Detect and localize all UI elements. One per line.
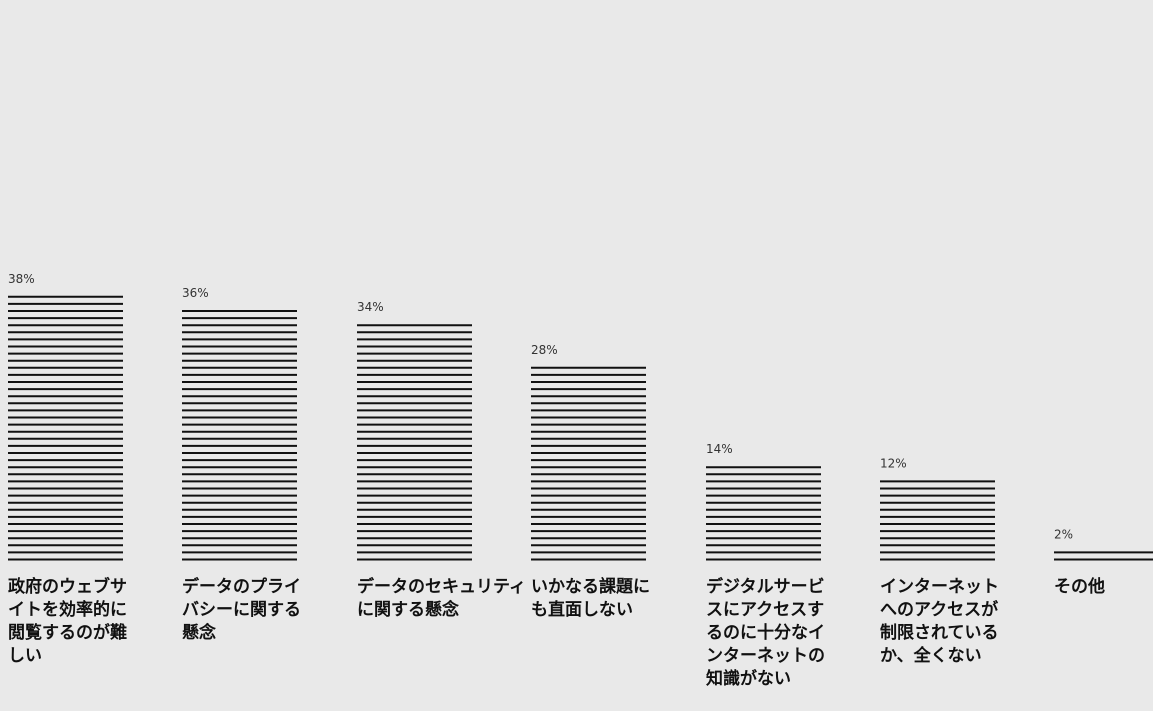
bar [706,466,821,561]
value-label: 2% [1054,527,1073,541]
value-labels-group: 38% 36% 34% 28% 14% 12% 2% [8,272,1073,542]
value-label: 28% [531,343,558,357]
category-label: デジタルサービスにアクセスするのに十分なインターネットの知識がない [706,577,825,689]
category-label: データのセキュリティに関する懸念 [357,577,526,620]
category-label: その他 [1054,577,1105,597]
category-label: いかなる課題にも直面しない [531,577,650,620]
value-label: 36% [182,286,209,300]
bar [8,295,123,561]
bar [531,366,646,561]
bar [1054,551,1153,561]
category-label: 政府のウェブサイトを効率的に閲覧するのが難しい [8,577,127,666]
value-label: 34% [357,300,384,314]
bars-group [8,295,1153,561]
value-label: 14% [706,442,733,456]
value-label: 12% [880,456,907,470]
category-label: インターネットへのアクセスが制限されているか、全くない [880,577,999,666]
category-label: データのプライバシーに関する懸念 [182,577,301,643]
bar [182,310,297,561]
bar [880,480,995,561]
value-label: 38% [8,272,35,286]
bar [357,324,472,561]
